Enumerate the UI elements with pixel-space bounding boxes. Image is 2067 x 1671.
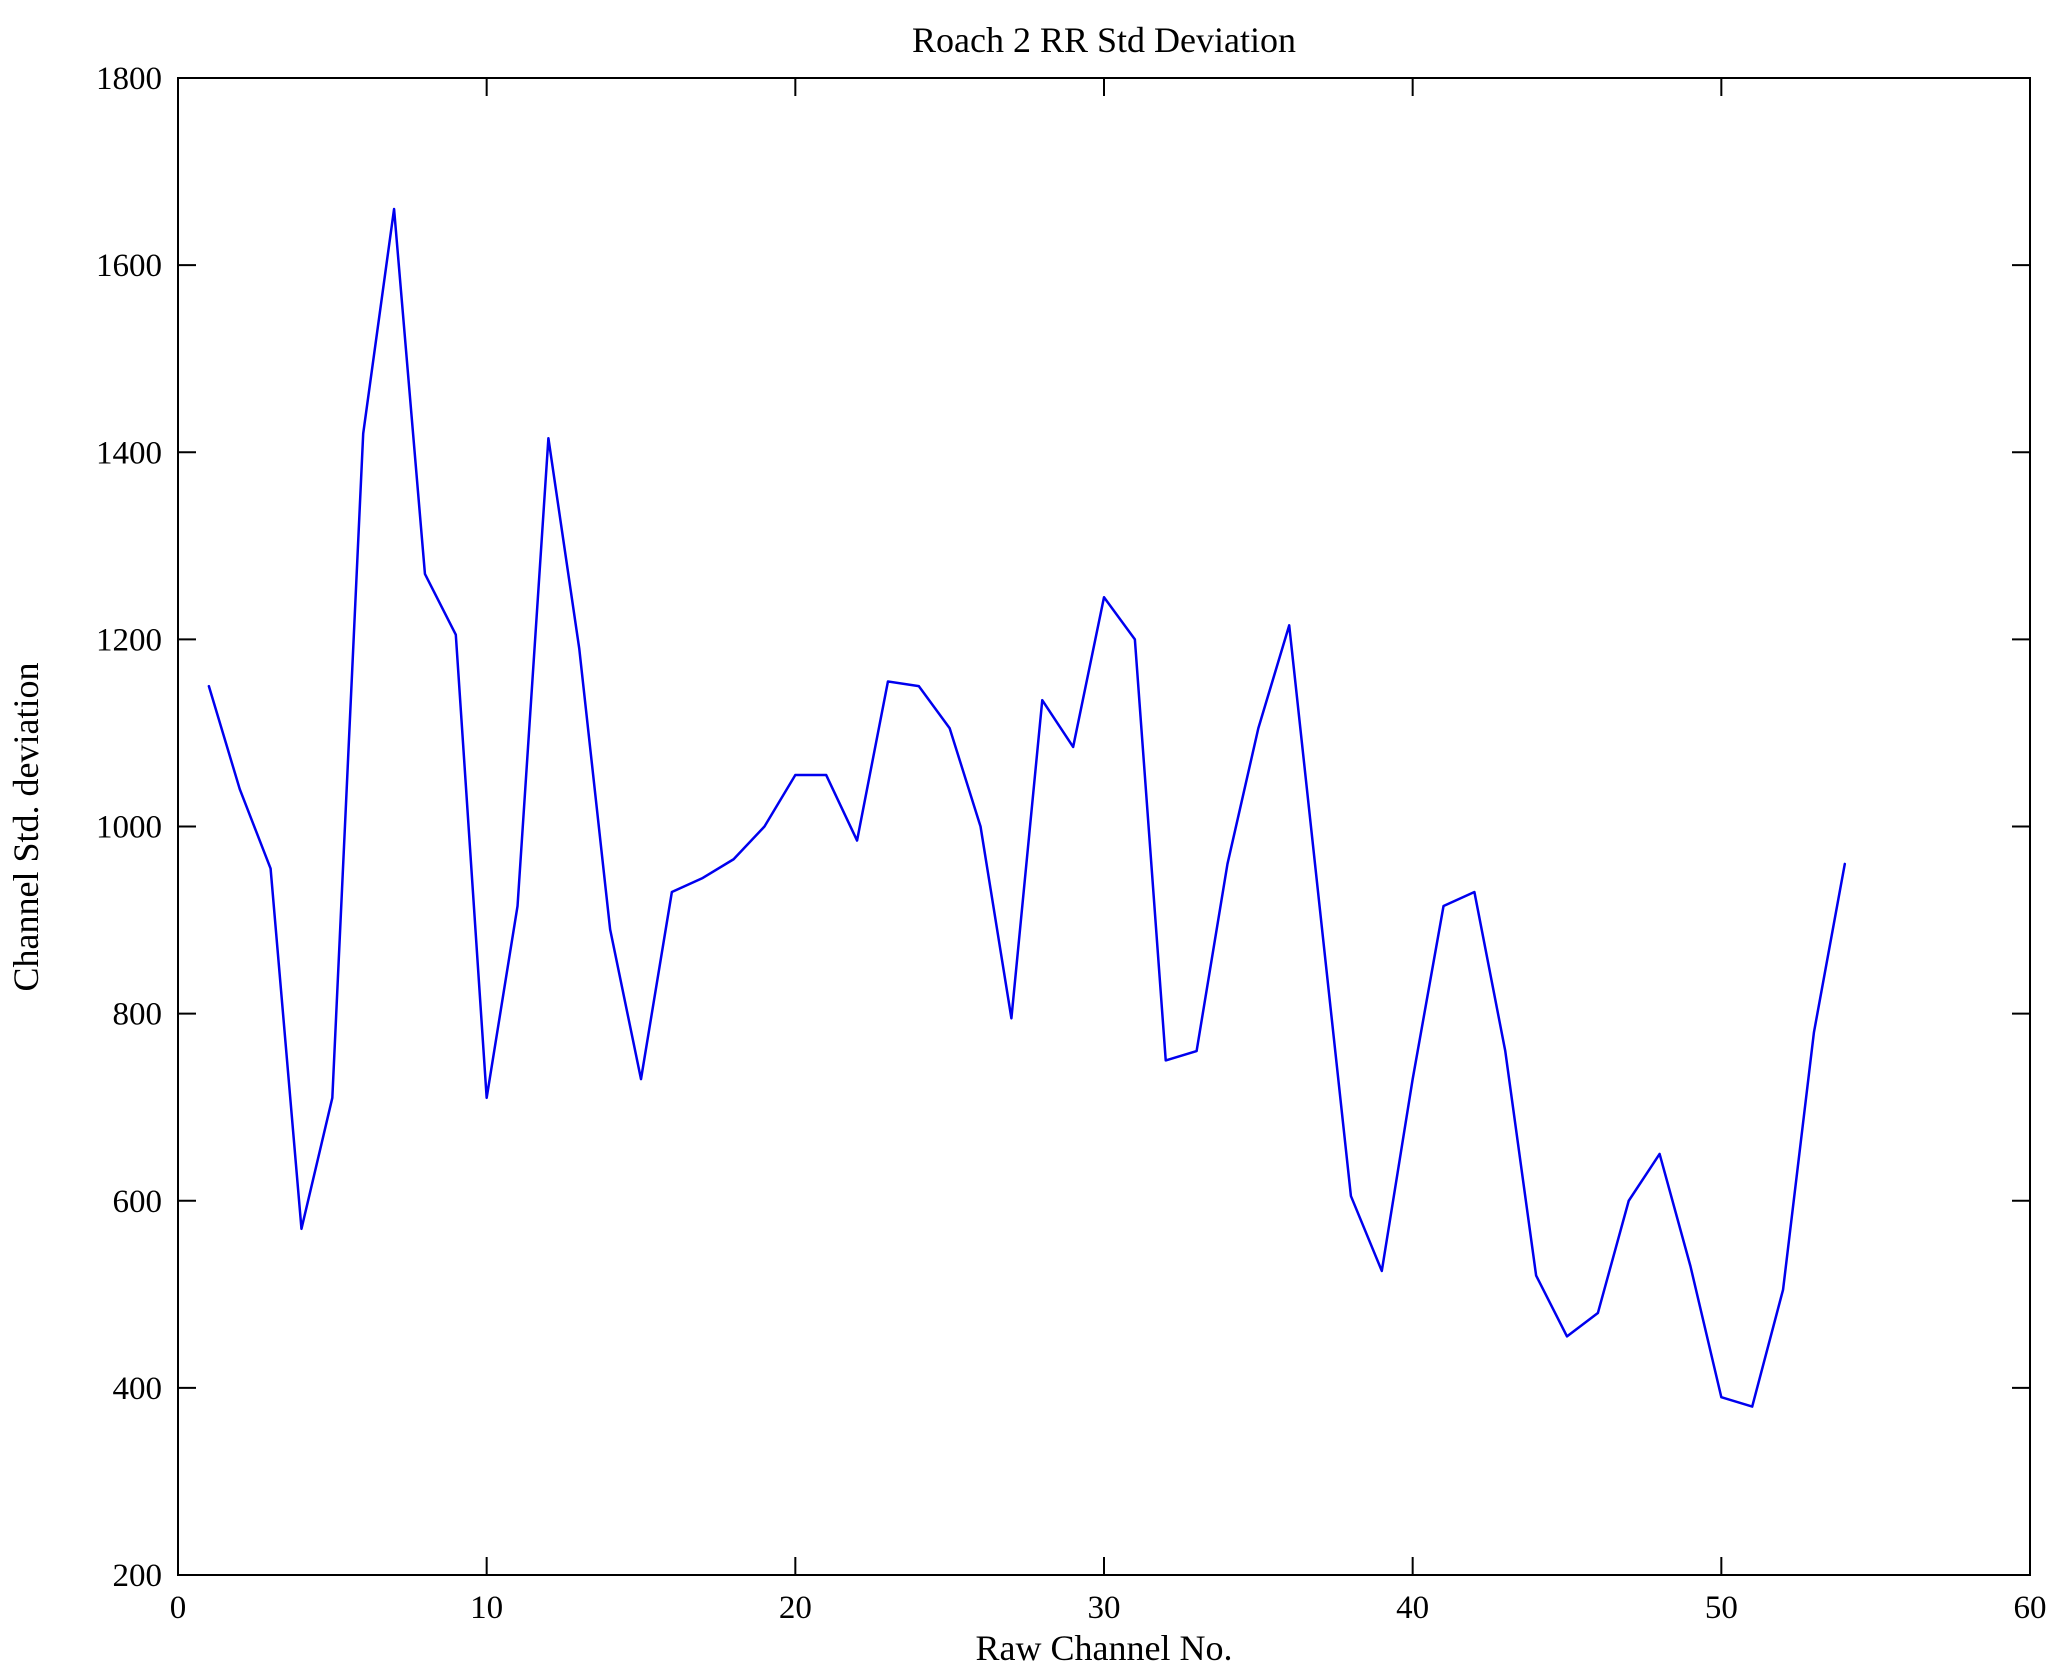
y-tick-label: 400 (113, 1371, 163, 1407)
x-axis-label: Raw Channel No. (976, 1628, 1233, 1668)
y-axis-label: Channel Std. deviation (6, 663, 46, 992)
y-tick-label: 1600 (96, 248, 162, 284)
y-tick-label: 800 (113, 997, 163, 1033)
y-tick-label: 1400 (96, 435, 162, 471)
x-tick-label: 30 (1088, 1590, 1121, 1626)
y-tick-label: 1200 (96, 622, 162, 658)
data-line (207, 207, 1847, 1408)
plot-border (177, 77, 2031, 1576)
x-tick-label: 10 (470, 1590, 503, 1626)
x-tick-label: 20 (779, 1590, 812, 1626)
x-tick-label: 50 (1705, 1590, 1738, 1626)
y-tick-label: 1800 (96, 61, 162, 97)
y-tick-label: 1000 (96, 810, 162, 846)
axis-tick-labels: 0 10 20 30 40 50 60 200 400 600 800 1000 1200 1400 160… (96, 61, 2047, 1626)
x-tick-label: 40 (1396, 1590, 1429, 1626)
y-tick-label: 600 (113, 1184, 163, 1220)
x-tick-label: 0 (170, 1590, 187, 1626)
chart-title: Roach 2 RR Std Deviation (912, 20, 1296, 60)
x-tick-label: 60 (2014, 1590, 2047, 1626)
y-tick-label: 200 (113, 1558, 163, 1594)
